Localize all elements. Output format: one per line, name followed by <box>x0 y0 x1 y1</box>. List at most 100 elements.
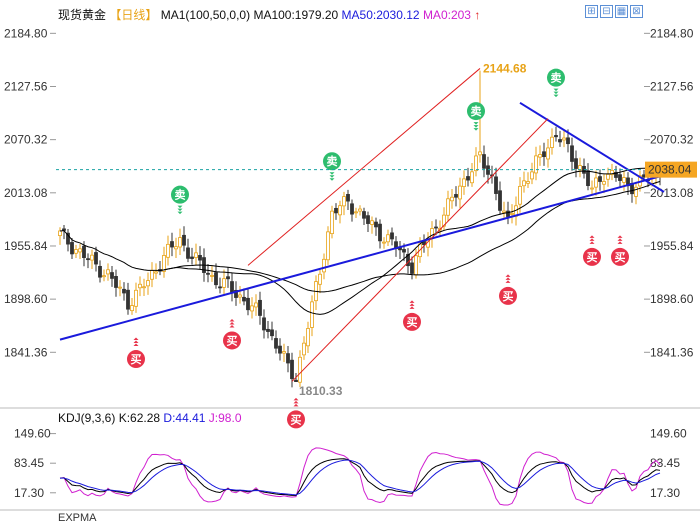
candle-body <box>118 286 122 289</box>
candle-body <box>382 241 386 244</box>
low-price-label: 1810.33 <box>299 384 343 398</box>
signal-arrow <box>589 235 595 238</box>
signal-arrow <box>505 277 511 280</box>
candle-body <box>226 276 230 280</box>
candle-body <box>554 135 558 138</box>
moving-averages <box>59 167 661 315</box>
signal-label: 买 <box>291 413 302 426</box>
candle-body <box>434 226 438 229</box>
candle-body <box>234 289 238 298</box>
candle-body <box>338 205 342 216</box>
candle-body <box>326 231 330 261</box>
kdj-axis: 149.60 149.60 83.45 83.45 17.30 17.30 <box>14 427 687 500</box>
candle-body <box>414 255 418 276</box>
period-label[interactable]: 【日线】 <box>109 8 158 22</box>
candle-body <box>498 190 502 211</box>
candle-body <box>606 173 610 180</box>
candle-body <box>62 228 66 231</box>
candle-body <box>134 289 138 307</box>
candle-body <box>482 154 486 169</box>
grid-icon[interactable]: ▦ <box>615 5 628 18</box>
candle-body <box>318 273 322 285</box>
candle-body <box>278 345 282 354</box>
candle-body <box>458 185 462 200</box>
signal-label: 买 <box>131 353 142 366</box>
candle-body <box>450 196 454 202</box>
kdj-name: KDJ(9,3,6) <box>58 411 116 425</box>
close-icon[interactable]: ⊠ <box>630 5 643 18</box>
candle-body <box>66 232 70 245</box>
candle-body <box>198 255 202 261</box>
channel-upper-line <box>247 68 481 266</box>
y-tick-label-right: 2070.32 <box>650 133 694 147</box>
price-annotations: 2144.68 1810.33 <box>299 62 527 399</box>
candle-body <box>410 262 414 274</box>
signal-arrow <box>589 241 595 244</box>
candle-body <box>166 243 170 258</box>
signal-label: 卖 <box>551 71 562 85</box>
candle-body <box>402 249 406 253</box>
kdj-tick-label-left: 83.45 <box>14 456 44 470</box>
y-tick-label-right: 2184.80 <box>650 26 694 40</box>
kdj-header: KDJ(9,3,6) K:62.28 D:44.41 J:98.0 <box>58 411 242 425</box>
candle-body <box>634 186 638 197</box>
candle-body <box>562 137 566 141</box>
candle-body <box>142 286 146 289</box>
zoom-in-icon[interactable]: ⊞ <box>585 5 598 18</box>
high-price-label: 2144.68 <box>483 62 527 76</box>
candle-body <box>186 247 190 259</box>
candle-body <box>466 176 470 181</box>
candle-body <box>550 136 554 148</box>
ma100-line <box>159 180 661 293</box>
candle-body <box>610 170 614 176</box>
signal-arrow <box>409 300 415 303</box>
current-price-tag <box>645 161 697 178</box>
candle-body <box>122 288 126 294</box>
candle-body <box>502 210 506 213</box>
y-tick-label-right: 2127.56 <box>650 79 694 93</box>
candle-body <box>266 328 270 332</box>
y-tick-label-left: 2127.56 <box>4 79 48 93</box>
candle-body <box>506 210 510 217</box>
signal-arrow <box>329 178 335 181</box>
signal-arrow <box>293 403 299 407</box>
candle-body <box>254 302 258 308</box>
kdj-tick-label-left: 17.30 <box>14 486 44 500</box>
signal-label: 卖 <box>327 154 338 168</box>
signal-arrow <box>177 211 183 215</box>
candle-body <box>330 210 334 235</box>
candle-body <box>446 198 450 216</box>
instrument-title: 现货黄金 <box>58 8 107 22</box>
signal-arrow <box>553 94 559 98</box>
zoom-out-icon[interactable]: ⊟ <box>600 5 613 18</box>
signal-arrow <box>229 318 235 322</box>
candle-body <box>58 230 62 237</box>
candle-body <box>242 296 246 302</box>
candle-body <box>322 258 326 273</box>
signal-arrow <box>229 324 235 328</box>
candle-body <box>354 211 358 214</box>
signal-arrow <box>133 340 139 344</box>
candle-body <box>102 275 106 278</box>
signal-arrow <box>229 321 235 325</box>
signal-arrow <box>409 303 415 306</box>
kdj-tick-label-right: 17.30 <box>650 486 680 500</box>
candle-body <box>594 177 598 188</box>
candle-body <box>86 258 90 261</box>
candles <box>58 70 662 388</box>
signal-label: 买 <box>503 290 514 303</box>
candle-body <box>214 272 218 286</box>
candle-body <box>590 187 594 190</box>
kdj-j-line <box>59 447 661 506</box>
signal-arrow <box>553 91 559 95</box>
sell-signal-badge <box>323 152 341 171</box>
candle-body <box>206 272 210 275</box>
candle-body <box>130 305 134 312</box>
signal-arrow <box>177 208 183 212</box>
candle-body <box>78 248 82 253</box>
candle-body <box>602 181 606 185</box>
support-line <box>59 174 665 341</box>
signal-arrow <box>473 122 479 125</box>
candle-body <box>598 176 602 182</box>
